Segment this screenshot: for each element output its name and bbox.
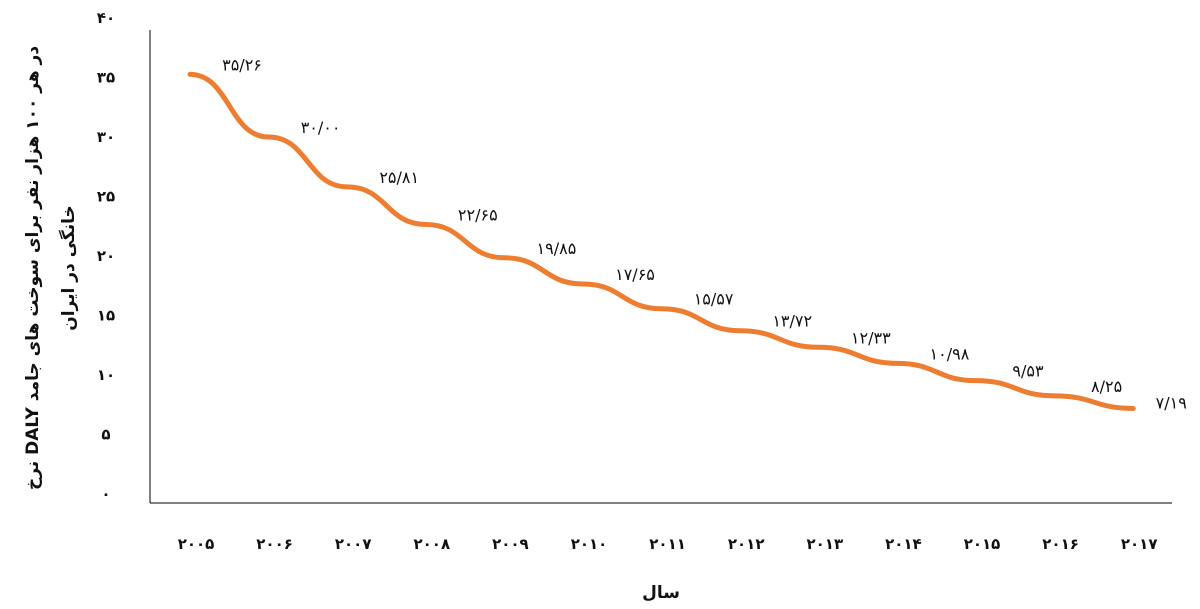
data-label: ۸/۲۵	[1091, 377, 1122, 396]
y-tick-label: ۰	[101, 485, 110, 503]
data-label: ۱۲/۳۳	[851, 328, 891, 347]
data-label: ۷/۱۹	[1156, 393, 1187, 412]
y-tick-label: ۲۵	[97, 188, 115, 206]
data-label: ۱۷/۶۵	[615, 265, 655, 284]
x-tick-label: ۲۰۰۷	[335, 535, 372, 553]
data-label: ۱۵/۵۷	[694, 290, 734, 309]
x-tick-label: ۲۰۱۱	[649, 535, 686, 553]
y-axis-title: نرخ DALY در هر ۱۰۰ هزار نفر برای سوخت ها…	[23, 46, 79, 490]
x-tick-label: ۲۰۱۵	[964, 535, 1001, 553]
data-label: ۲۲/۶۵	[458, 205, 498, 224]
data-label: ۳۵/۲۶	[222, 55, 262, 74]
x-axis-ticks: ۲۰۰۵ ۲۰۰۶ ۲۰۰۷ ۲۰۰۸ ۲۰۰۹ ۲۰۱۰ ۲۰۱۱ ۲۰۱۲ ۲۰۱۳ ۲۰۱۴…	[178, 535, 1158, 553]
y-tick-label: ۴۰	[97, 9, 115, 27]
x-tick-label: ۲۰۱۳	[806, 535, 843, 553]
data-label: ۹/۵۳	[1012, 362, 1044, 381]
x-tick-label: ۲۰۱۷	[1121, 535, 1158, 553]
data-label: ۱۰/۹۸	[930, 344, 970, 363]
y-tick-label: ۳۵	[97, 69, 115, 87]
y-axis-title-line-2: خانگی در ایران	[58, 205, 79, 331]
x-tick-label: ۲۰۰۹	[492, 535, 529, 553]
data-label: ۱۹/۸۵	[537, 239, 577, 258]
y-axis-ticks: ۰ ۵ ۱۰ ۱۵ ۲۰ ۲۵ ۳۰ ۳۵ ۴۰	[97, 9, 115, 503]
y-tick-label: ۲۰	[97, 247, 115, 265]
y-tick-label: ۳۰	[97, 128, 115, 146]
y-axis-title-line-1: نرخ DALY در هر ۱۰۰ هزار نفر برای سوخت ها…	[23, 46, 43, 490]
x-tick-label: ۲۰۱۴	[885, 535, 922, 553]
x-tick-label: ۲۰۰۸	[413, 535, 450, 553]
x-axis-title: سال	[642, 583, 680, 603]
data-label: ۳۰/۰۰	[301, 118, 341, 137]
y-tick-label: ۱۰	[97, 366, 115, 384]
data-labels: ۳۵/۲۶ ۳۰/۰۰ ۲۵/۸۱ ۲۲/۶۵ ۱۹/۸۵ ۱۷/۶۵ ۱۵/۵۷ ۱۳/۷۲…	[222, 55, 1187, 412]
x-tick-label: ۲۰۱۰	[571, 535, 608, 553]
series-line	[187, 71, 1136, 411]
x-tick-label: ۲۰۱۲	[728, 535, 765, 553]
x-tick-label: ۲۰۰۶	[256, 535, 293, 553]
data-label: ۲۵/۸۱	[379, 168, 419, 187]
x-tick-label: ۲۰۱۶	[1042, 535, 1079, 553]
x-tick-label: ۲۰۰۵	[178, 535, 215, 553]
y-tick-label: ۵	[101, 426, 110, 444]
data-label: ۱۳/۷۲	[772, 312, 812, 331]
y-tick-label: ۱۵	[97, 307, 115, 325]
